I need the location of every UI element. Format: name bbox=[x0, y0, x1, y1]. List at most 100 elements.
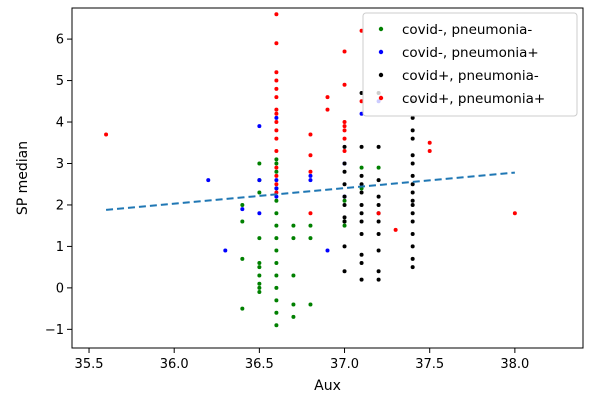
data-point bbox=[257, 190, 262, 195]
data-point bbox=[291, 223, 296, 228]
y-tick-label: 1 bbox=[56, 240, 64, 255]
data-point bbox=[342, 215, 347, 220]
data-point bbox=[359, 211, 364, 216]
data-point bbox=[257, 265, 262, 270]
legend-marker bbox=[378, 49, 384, 55]
data-point bbox=[376, 231, 381, 236]
data-point bbox=[257, 124, 262, 129]
data-point bbox=[342, 144, 347, 149]
data-point bbox=[376, 202, 381, 207]
data-point bbox=[393, 227, 398, 232]
data-point bbox=[410, 265, 415, 270]
data-point bbox=[342, 169, 347, 174]
data-point bbox=[308, 302, 313, 307]
data-point bbox=[274, 136, 279, 141]
data-point bbox=[359, 261, 364, 265]
data-point bbox=[274, 211, 279, 216]
data-point bbox=[240, 202, 245, 207]
y-tick-label: −1 bbox=[45, 323, 64, 338]
data-point bbox=[274, 236, 279, 241]
data-point bbox=[342, 149, 347, 154]
data-point bbox=[274, 107, 279, 112]
data-point bbox=[342, 82, 347, 87]
data-point bbox=[325, 95, 330, 100]
data-point bbox=[376, 211, 381, 216]
trend-line bbox=[105, 171, 515, 211]
plot-frame bbox=[71, 7, 584, 349]
data-point bbox=[410, 198, 415, 203]
data-point bbox=[274, 273, 279, 278]
data-point bbox=[376, 165, 381, 170]
y-tick-label: 2 bbox=[56, 198, 64, 213]
data-point bbox=[274, 169, 279, 174]
data-point bbox=[342, 198, 347, 203]
data-point bbox=[291, 302, 296, 307]
data-point bbox=[257, 161, 262, 166]
data-point bbox=[274, 128, 279, 133]
data-point bbox=[325, 248, 330, 253]
series-3 bbox=[104, 12, 517, 232]
data-point bbox=[308, 211, 313, 216]
data-point bbox=[410, 190, 415, 195]
y-tick-label: 0 bbox=[56, 281, 64, 296]
data-point bbox=[359, 165, 364, 170]
series-1 bbox=[206, 99, 381, 253]
data-point bbox=[240, 219, 245, 224]
data-point bbox=[274, 157, 279, 162]
data-point bbox=[342, 194, 347, 199]
legend-box bbox=[362, 12, 578, 117]
data-point bbox=[308, 178, 313, 183]
data-point bbox=[308, 169, 313, 174]
series-0 bbox=[240, 157, 381, 328]
data-point bbox=[308, 132, 313, 137]
data-point bbox=[274, 95, 279, 100]
y-axis-label: SP median bbox=[15, 141, 31, 215]
data-point bbox=[410, 161, 415, 166]
data-point bbox=[359, 277, 364, 282]
data-point bbox=[342, 219, 347, 224]
data-point bbox=[274, 310, 279, 315]
data-point bbox=[257, 261, 262, 265]
data-point bbox=[274, 111, 279, 116]
data-point bbox=[359, 173, 364, 178]
data-point bbox=[359, 252, 364, 257]
data-point bbox=[359, 202, 364, 207]
data-point bbox=[376, 248, 381, 253]
x-tick-label: 37.5 bbox=[415, 357, 444, 372]
data-point bbox=[308, 173, 313, 178]
data-point bbox=[257, 211, 262, 216]
data-point bbox=[274, 115, 279, 120]
data-point bbox=[410, 136, 415, 141]
data-point bbox=[257, 273, 262, 278]
data-point bbox=[206, 178, 211, 183]
data-point bbox=[376, 178, 381, 183]
legend-marker bbox=[378, 26, 384, 32]
y-tick-label: 4 bbox=[56, 116, 64, 131]
data-point bbox=[274, 198, 279, 203]
x-tick-label: 36.5 bbox=[245, 357, 274, 372]
data-point bbox=[342, 161, 347, 166]
data-point bbox=[342, 120, 347, 125]
data-point bbox=[410, 219, 415, 224]
x-tick-label: 35.5 bbox=[75, 357, 104, 372]
data-point bbox=[274, 41, 279, 46]
data-point bbox=[274, 182, 279, 187]
data-point bbox=[308, 236, 313, 241]
data-point bbox=[342, 202, 347, 207]
data-point bbox=[274, 70, 279, 75]
data-point bbox=[257, 290, 262, 295]
data-point bbox=[104, 132, 109, 137]
data-point bbox=[223, 248, 228, 253]
trend-layer bbox=[105, 171, 515, 211]
data-point bbox=[342, 182, 347, 187]
data-point bbox=[274, 86, 279, 91]
legend-label: covid-, pneumonia- bbox=[402, 22, 532, 38]
data-point bbox=[274, 323, 279, 328]
data-point bbox=[410, 128, 415, 133]
legend-marker bbox=[378, 72, 384, 78]
data-point bbox=[410, 256, 415, 261]
legend-marker bbox=[378, 95, 384, 101]
data-point bbox=[410, 244, 415, 249]
data-point bbox=[376, 277, 381, 282]
